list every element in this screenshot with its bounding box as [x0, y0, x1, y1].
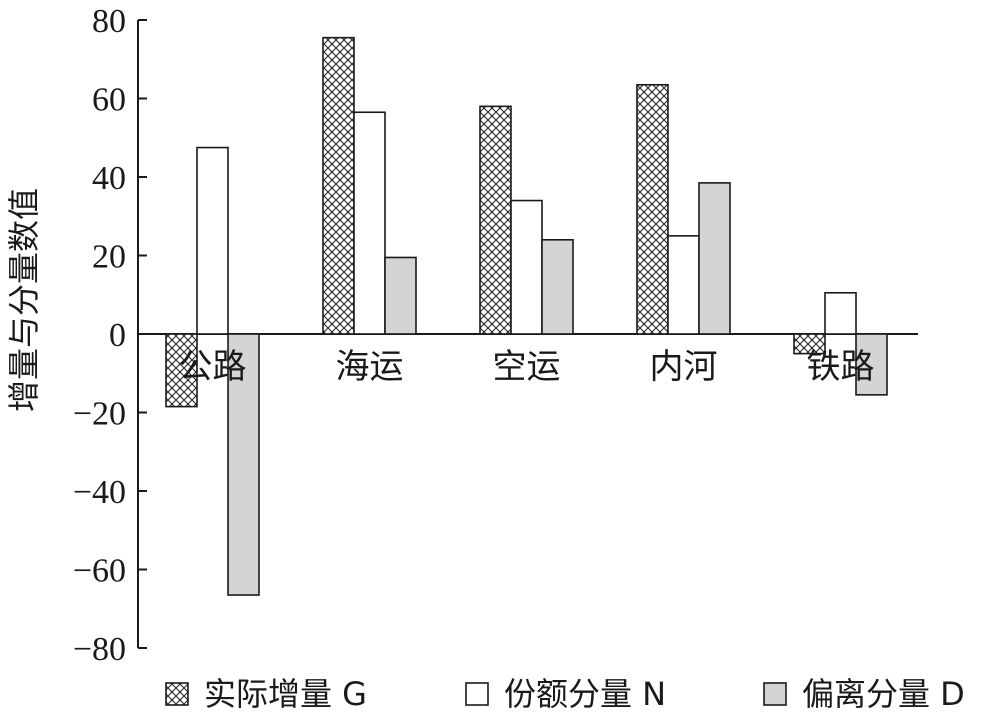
y-tick-label: −60 — [73, 553, 126, 590]
legend-label: 偏离分量 D — [802, 675, 965, 713]
legend-swatch — [165, 682, 189, 706]
bar-1 — [479, 105, 512, 335]
bar-3 — [384, 256, 417, 335]
bar-1 — [636, 83, 669, 335]
bar-3 — [227, 333, 260, 596]
bar-1 — [165, 333, 198, 408]
legend: 实际增量 G 份额分量 N 偏离分量 D — [165, 675, 965, 713]
bar-2 — [824, 291, 857, 335]
bar-2 — [667, 235, 700, 335]
y-tick-label: 80 — [92, 3, 126, 40]
category-label: 海运 — [336, 347, 404, 387]
category-labels: 公路 海运 空运 内河 铁路 — [179, 347, 875, 387]
bar-2 — [353, 111, 386, 335]
y-tick-label: 40 — [92, 160, 126, 197]
y-tick-label: 0 — [109, 317, 126, 354]
bars — [165, 36, 888, 596]
category-label: 铁路 — [807, 347, 875, 387]
y-tick-label: −20 — [73, 396, 126, 433]
y-tick-label: 60 — [92, 82, 126, 119]
bar-3 — [855, 333, 888, 396]
category-label: 内河 — [650, 347, 718, 387]
axes: 80 60 40 20 0 −20 −40 −60 −80 — [73, 3, 918, 668]
legend-label: 份额分量 N — [504, 675, 666, 713]
category-label: 公路 — [179, 347, 247, 387]
bar-2 — [196, 146, 229, 335]
bar-1 — [322, 36, 355, 335]
bar-2 — [510, 199, 543, 335]
category-label: 空运 — [493, 347, 561, 387]
legend-swatch — [465, 682, 489, 706]
bar-3 — [541, 239, 574, 335]
y-tick-label: −40 — [73, 474, 126, 511]
y-tick-label: −80 — [73, 631, 126, 668]
bar-1 — [793, 333, 826, 355]
y-tick-label: 20 — [92, 239, 126, 276]
bar-3 — [698, 182, 731, 335]
legend-swatch — [763, 682, 787, 706]
legend-label: 实际增量 G — [204, 675, 367, 713]
y-axis-title: 增量与分量数值 — [5, 188, 43, 412]
